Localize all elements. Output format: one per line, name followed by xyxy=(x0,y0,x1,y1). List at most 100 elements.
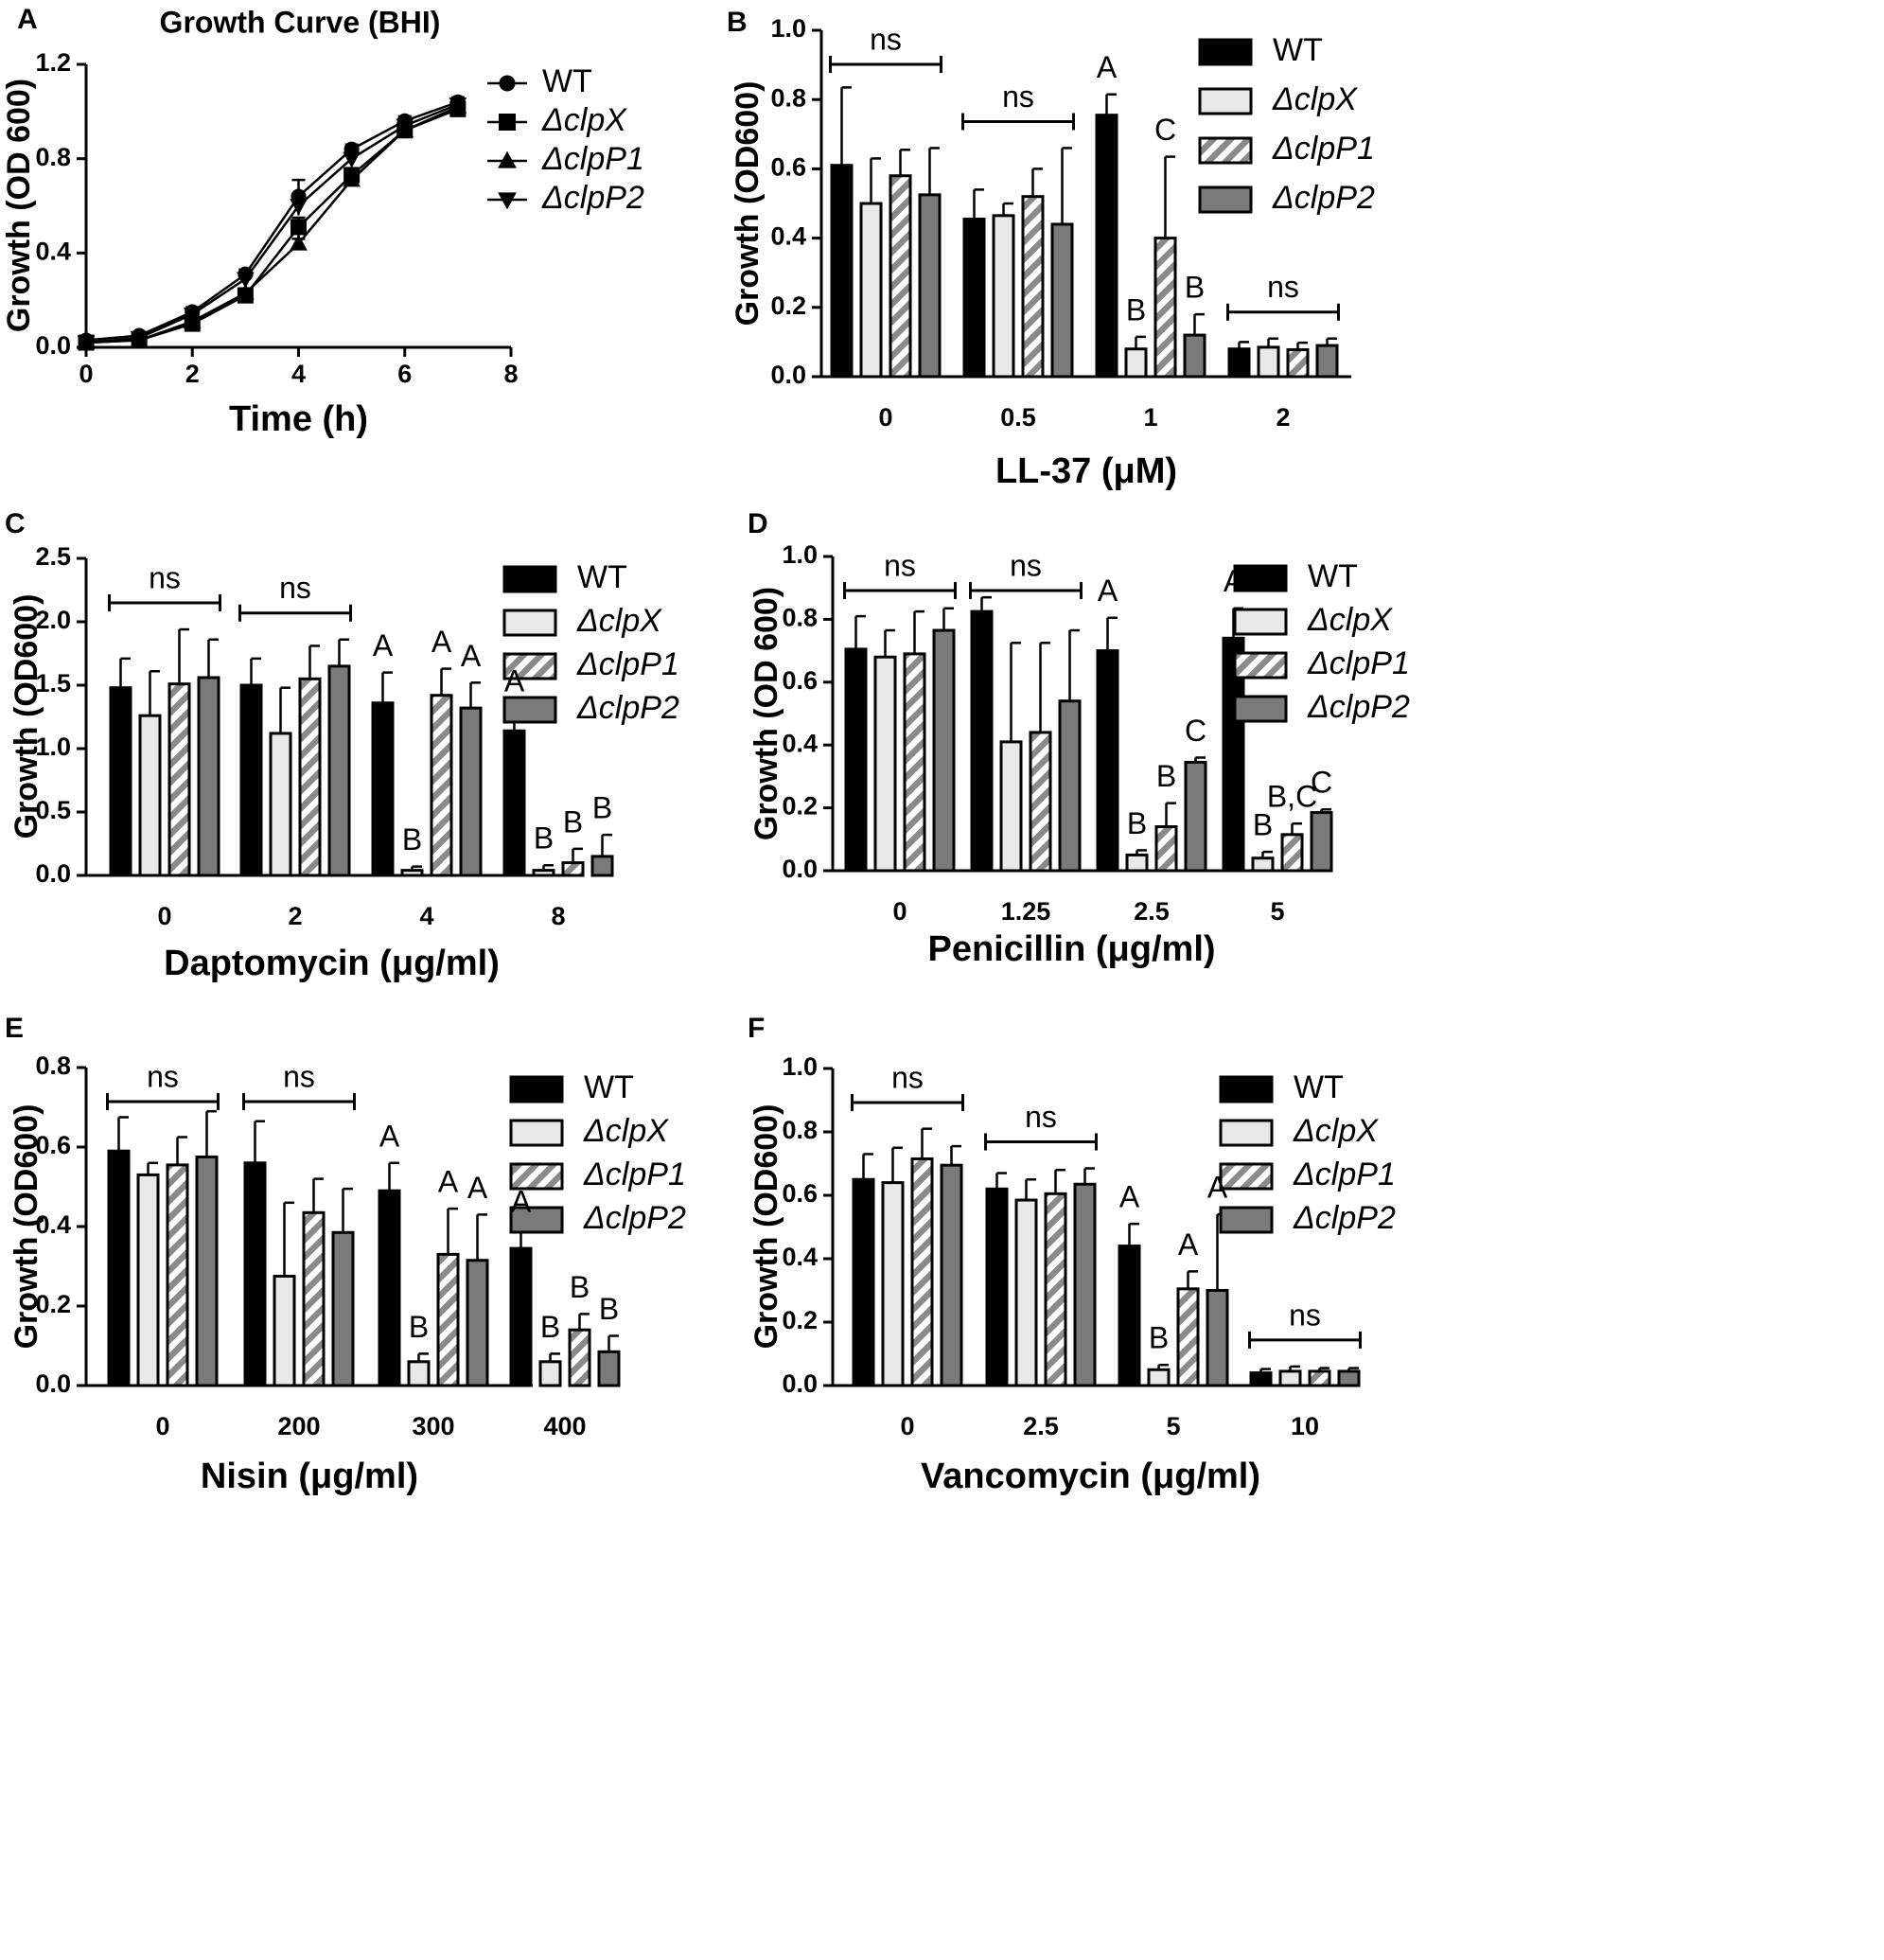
significance-ns-label: ns xyxy=(1289,1298,1321,1332)
series-clpx xyxy=(136,1161,562,1387)
bar-clpx xyxy=(1125,853,1149,873)
panel-f: F 0.0 0.2 0.4 0.6 0.8 1.0 Growth (OD600) Vancomy… xyxy=(748,1013,1396,1496)
y-tick-label: 0.2 xyxy=(782,1306,818,1334)
y-tick-label: 2.0 xyxy=(35,606,71,634)
legend-label: ΔclpP2 xyxy=(576,690,679,726)
series-line-wt xyxy=(85,100,459,342)
x-tick-label: 2.5 xyxy=(1134,897,1170,926)
series-line-clpp1 xyxy=(85,105,459,344)
significance-letter: A xyxy=(438,1165,459,1199)
significance-letter: B xyxy=(402,822,422,856)
significance-letter: B xyxy=(540,1310,560,1344)
y-tick-label: 0.8 xyxy=(35,1051,71,1080)
y-tick-label: 1.0 xyxy=(782,1052,818,1081)
bar-clpp2 xyxy=(327,664,351,877)
bar-clpp1 xyxy=(1280,833,1304,873)
legend-label: ΔclpP2 xyxy=(541,180,644,216)
significance-letter: A xyxy=(1178,1227,1199,1262)
legend-marker-clpp1 xyxy=(498,150,517,168)
data-point-clpp2 xyxy=(183,307,202,324)
x-tick-label: 400 xyxy=(543,1412,586,1440)
legend-swatch-clpx xyxy=(1219,1119,1274,1147)
bar-wt xyxy=(509,1246,533,1387)
significance-bracket xyxy=(242,1093,356,1110)
series-clpp1 xyxy=(166,1136,591,1387)
series-line-clpp2 xyxy=(85,103,459,344)
legend-label: ΔclpP1 xyxy=(541,141,644,177)
significance-letter: B,C xyxy=(1267,780,1317,814)
legend-swatch-clpp2 xyxy=(1198,185,1253,214)
panel-label: D xyxy=(748,508,768,539)
bar-clpx xyxy=(881,1181,905,1387)
legend-label: ΔclpP2 xyxy=(583,1200,686,1236)
y-tick-label: 0.4 xyxy=(35,1210,71,1239)
data-point-clpx xyxy=(291,219,307,236)
significance-letter: A xyxy=(1119,1180,1140,1214)
series-clpp1 xyxy=(77,97,467,350)
x-tick-label: 0 xyxy=(79,360,93,388)
legend-label: ΔclpP1 xyxy=(576,646,679,682)
y-tick-label: 0.6 xyxy=(35,1131,71,1159)
data-point-clpp2 xyxy=(290,199,308,216)
panel-label: B xyxy=(727,7,748,38)
chart-title: Growth Curve (BHI) xyxy=(160,5,441,39)
legend-label: ΔclpP2 xyxy=(1293,1200,1396,1236)
bar-clpp2 xyxy=(1050,222,1074,379)
bar-clpp1 xyxy=(298,677,322,877)
series-clpp2 xyxy=(932,607,1333,873)
bar-clpx xyxy=(136,1173,160,1387)
bar-clpp1 xyxy=(302,1210,326,1387)
significance-letter: C xyxy=(1185,714,1206,748)
y-tick-label: 0.6 xyxy=(782,666,818,695)
bar-wt xyxy=(830,164,854,379)
bar-clpx xyxy=(999,740,1023,873)
x-axis-label: Time (h) xyxy=(229,399,368,439)
y-tick-label: 0.6 xyxy=(782,1179,818,1208)
bar-clpx xyxy=(1257,345,1280,379)
bar-clpp1 xyxy=(903,652,926,873)
bar-clpp1 xyxy=(1154,825,1178,873)
x-tick-label: 0.5 xyxy=(1000,403,1036,432)
legend-marker-clpp2 xyxy=(498,192,517,210)
series-wt xyxy=(852,1153,1273,1387)
significance-ns-label: ns xyxy=(147,1059,179,1093)
y-tick-label: 0.8 xyxy=(782,604,818,632)
significance-ns-label: ns xyxy=(1002,79,1034,114)
x-tick-label: 200 xyxy=(277,1412,320,1440)
y-tick-label: 0.8 xyxy=(35,143,71,171)
bar-clpx xyxy=(400,869,424,877)
bar-clpp1 xyxy=(1153,237,1177,379)
bar-clpp1 xyxy=(1021,195,1045,379)
legend-label: WT xyxy=(1308,558,1358,594)
significance-bracket xyxy=(851,1094,964,1111)
y-axis-label: Growth (OD 600) xyxy=(1,79,37,332)
bar-clpx xyxy=(1014,1198,1038,1387)
legend-swatch-clpp1 xyxy=(1198,136,1253,165)
significance-bracket xyxy=(969,582,1083,599)
bar-wt xyxy=(844,647,868,873)
x-tick-label: 1 xyxy=(1143,403,1157,432)
significance-bracket xyxy=(1226,303,1340,321)
y-tick-label: 0.4 xyxy=(770,222,806,251)
significance-letter: A xyxy=(467,1171,488,1205)
series-clpp2 xyxy=(918,147,1339,379)
series-clpx xyxy=(859,157,1280,379)
legend-swatch-clpp2 xyxy=(502,696,557,724)
data-point-clpp2 xyxy=(77,335,96,352)
series-clpp2 xyxy=(197,638,614,877)
bar-wt xyxy=(985,1187,1009,1387)
significance-ns-label: ns xyxy=(870,22,902,56)
series-clpx xyxy=(873,628,1275,873)
panel-d: D 0.0 0.2 0.4 0.6 0.8 1.0 Growth (OD 600) Penici… xyxy=(748,508,1410,969)
series-clpp1 xyxy=(167,627,585,877)
y-tick-label: 0.8 xyxy=(770,83,806,112)
bar-clpp1 xyxy=(167,682,191,877)
bar-wt xyxy=(109,686,132,877)
significance-bracket xyxy=(961,113,1075,131)
bar-wt xyxy=(502,729,526,877)
legend-swatch-clpx xyxy=(1198,87,1253,115)
legend-swatch-wt xyxy=(1219,1075,1274,1104)
bar-clpp1 xyxy=(1308,1369,1331,1387)
bar-wt xyxy=(1249,1371,1273,1387)
significance-bracket xyxy=(108,594,221,612)
